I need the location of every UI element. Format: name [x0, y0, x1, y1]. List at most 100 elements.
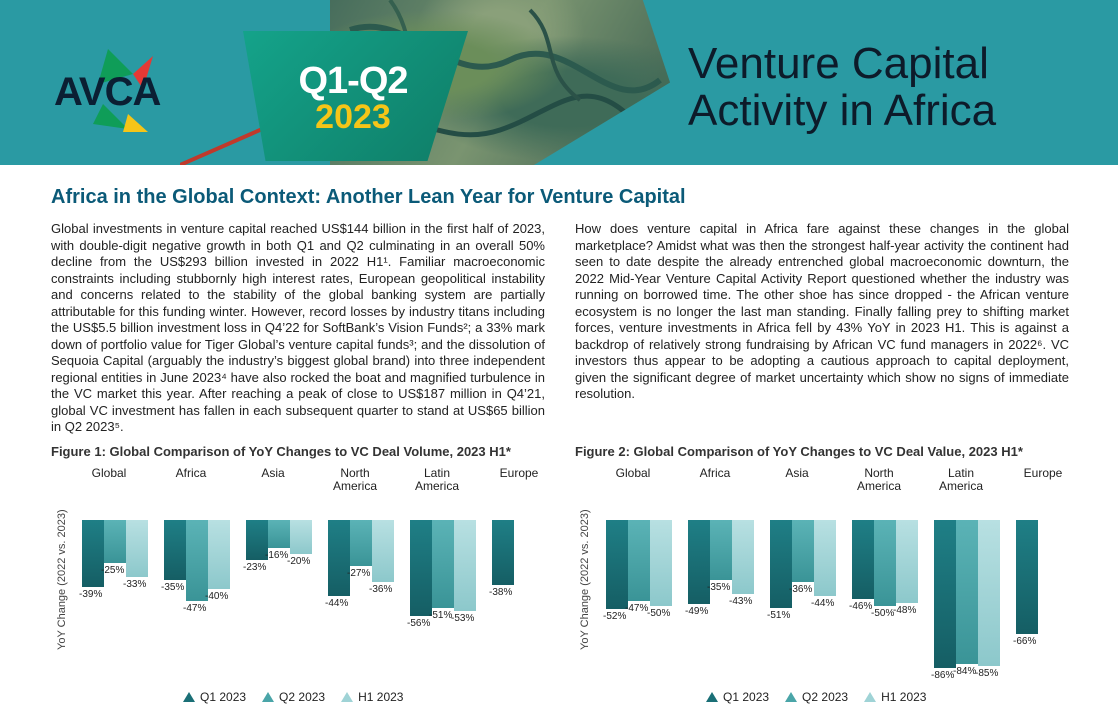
legend-h1-icon — [341, 692, 354, 702]
data-label: -84% — [953, 666, 977, 678]
bar-q1-2023 — [82, 520, 104, 588]
region-label: Latin America — [938, 466, 983, 493]
year-label: 2023 — [315, 98, 391, 136]
region-label: Latin America — [414, 466, 459, 493]
data-label: -49% — [685, 606, 709, 618]
legend-q1-label: Q1 2023 — [200, 690, 247, 704]
region-label: Global — [91, 466, 127, 480]
figure2-y-axis-label: YoY Change (2022 vs. 2023) — [579, 509, 591, 650]
data-label: -27% — [347, 568, 371, 580]
right-paragraph: How does venture capital in Africa fare … — [575, 221, 1069, 401]
data-label: -33% — [123, 578, 147, 590]
legend-q2-label: Q2 2023 — [802, 690, 849, 704]
legend-h1-label: H1 2023 — [358, 690, 404, 704]
data-label: -36% — [369, 583, 393, 595]
bar-h1-2023 — [732, 520, 754, 594]
figure2-title: Figure 2: Global Comparison of YoY Chang… — [575, 444, 1023, 459]
legend-q2-icon — [262, 692, 275, 702]
legend-h1: H1 2023 — [341, 690, 403, 704]
bar-q2-2023 — [628, 520, 650, 601]
data-label: -36% — [789, 583, 813, 595]
avca-logo-text: AVCA — [54, 70, 161, 114]
region-label: Global — [615, 466, 651, 480]
bar-q2-2023 — [104, 520, 126, 563]
bar-q2-2023 — [268, 520, 290, 548]
data-label: -50% — [647, 608, 671, 619]
section-heading: Africa in the Global Context: Another Le… — [51, 186, 686, 208]
report-title-line2: Activity in Africa — [688, 86, 997, 135]
data-label: -35% — [707, 582, 731, 594]
region-label: North America — [856, 466, 901, 493]
legend-q2-icon — [785, 692, 798, 702]
data-label: -51% — [767, 609, 791, 621]
bar-q1-2023 — [246, 520, 268, 560]
region-label: Africa — [699, 466, 731, 480]
legend-q1-icon — [706, 692, 718, 702]
bar-q1-2023 — [688, 520, 710, 605]
bar-q1-2023 — [328, 520, 350, 596]
bar-q2-2023 — [186, 520, 208, 601]
data-label: -52% — [603, 611, 627, 623]
legend-h1: H1 2023 — [864, 690, 926, 704]
bar-q1-2023 — [410, 520, 432, 617]
avca-logo-icon — [93, 49, 153, 132]
region-label: Europe — [499, 466, 539, 480]
data-label: -48% — [893, 604, 917, 616]
bar-h1-2023 — [372, 520, 394, 582]
legend-q1-icon — [183, 692, 195, 702]
bar-h1-2023 — [978, 520, 1000, 667]
legend-h1-icon — [864, 692, 877, 702]
bar-q1-2023 — [770, 520, 792, 608]
data-label: -51% — [429, 609, 453, 621]
data-label: -23% — [243, 561, 267, 573]
figure2-legend: Q1 2023 Q2 2023 H1 2023 — [706, 690, 926, 704]
data-label: -47% — [183, 602, 207, 614]
data-label: -44% — [811, 597, 835, 609]
bar-q1-2023 — [1016, 520, 1038, 634]
period-badge — [243, 31, 468, 161]
data-label: -50% — [871, 608, 895, 619]
data-label: -20% — [287, 556, 311, 568]
bar-h1-2023 — [208, 520, 230, 589]
data-label: -39% — [79, 589, 103, 601]
region-label: Asia — [785, 466, 809, 480]
data-label: -85% — [975, 668, 999, 680]
bar-q2-2023 — [956, 520, 978, 665]
bar-h1-2023 — [454, 520, 476, 612]
legend-q1: Q1 2023 — [706, 690, 769, 704]
bar-q2-2023 — [710, 520, 732, 581]
legend-h1-label: H1 2023 — [881, 690, 927, 704]
bar-h1-2023 — [126, 520, 148, 577]
figure1-y-axis-label: YoY Change (2022 vs. 2023) — [56, 509, 68, 650]
region-label: Africa — [175, 466, 207, 480]
data-label: -86% — [931, 669, 955, 681]
bar-q2-2023 — [432, 520, 454, 608]
data-label: -35% — [161, 582, 185, 594]
bar-h1-2023 — [814, 520, 836, 596]
bar-q1-2023 — [852, 520, 874, 600]
bar-q1-2023 — [606, 520, 628, 610]
report-title: Venture Capital Activity in Africa — [688, 40, 996, 134]
bar-h1-2023 — [650, 520, 672, 606]
region-label: Asia — [261, 466, 285, 480]
header-banner: Q1-Q2 2023 AVCA Venture Capital Activity… — [0, 0, 1118, 165]
legend-q1-label: Q1 2023 — [723, 690, 770, 704]
legend-q2: Q2 2023 — [262, 690, 325, 704]
data-label: -38% — [489, 587, 513, 599]
data-label: -46% — [849, 601, 873, 613]
region-label: Europe — [1023, 466, 1063, 480]
data-label: -43% — [729, 595, 753, 607]
bar-q1-2023 — [164, 520, 186, 581]
bar-q1-2023 — [934, 520, 956, 668]
bar-q1-2023 — [492, 520, 514, 586]
report-title-line1: Venture Capital — [688, 39, 989, 88]
data-label: -56% — [407, 618, 431, 630]
data-label: -66% — [1013, 635, 1037, 647]
period-label: Q1-Q2 — [298, 60, 408, 102]
legend-q2: Q2 2023 — [785, 690, 848, 704]
bar-h1-2023 — [290, 520, 312, 555]
region-label: North America — [332, 466, 377, 493]
data-label: -25% — [101, 565, 125, 576]
bar-q2-2023 — [874, 520, 896, 606]
data-label: -40% — [205, 590, 229, 602]
